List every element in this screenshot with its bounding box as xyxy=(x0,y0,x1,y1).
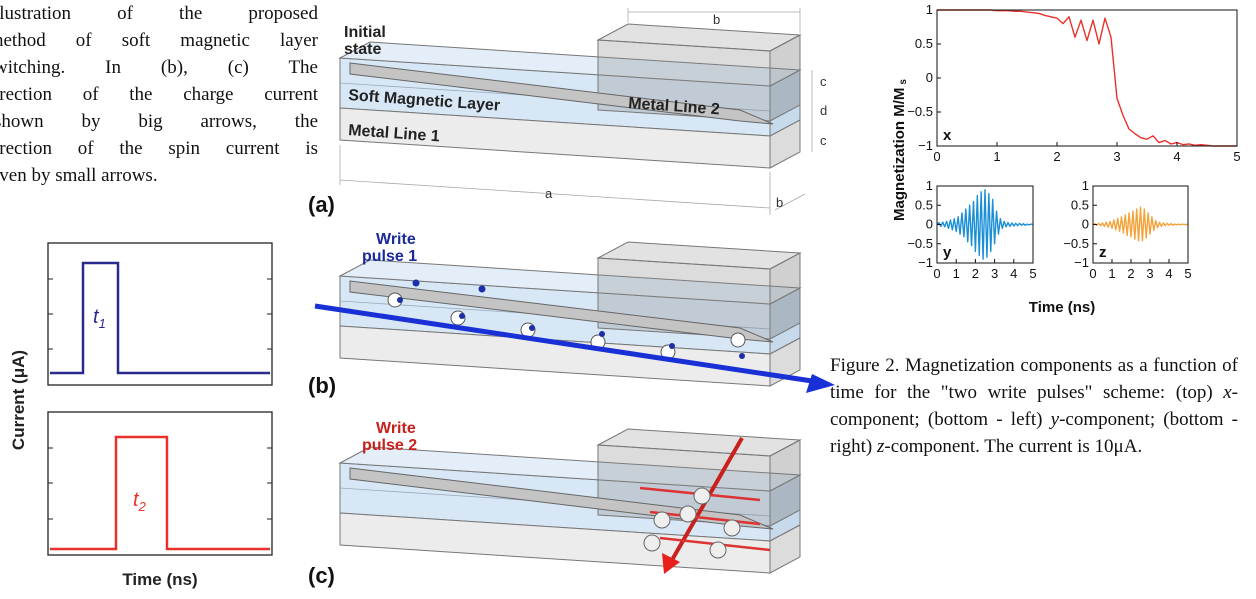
figure-caption: Figure 2. Magnetization components as a … xyxy=(830,352,1238,460)
layer-label: Initial xyxy=(344,24,386,41)
panel-label: (b) xyxy=(308,373,336,398)
x-tick-label: 3 xyxy=(1113,149,1120,164)
data-line xyxy=(937,190,1033,259)
text-line: llustration of the proposed xyxy=(0,0,318,27)
x-tick-label: 2 xyxy=(972,266,979,281)
pulse-label: t1 xyxy=(93,306,106,331)
y-tick-label: 0 xyxy=(926,217,933,232)
y-axis-label-sub: s xyxy=(898,79,909,85)
dimension-label: d xyxy=(820,103,827,118)
x-axis-label: Time (ns) xyxy=(1029,299,1095,316)
pulse-label: Write xyxy=(376,420,416,437)
x-tick-label: 4 xyxy=(1165,266,1172,281)
caption-part: y xyxy=(1051,409,1059,430)
pulse-2 xyxy=(50,437,270,549)
text-line: irection of the charge current xyxy=(0,81,318,108)
data-line xyxy=(937,10,1237,146)
pulse-1 xyxy=(50,263,270,373)
caption-part: Figure 2. Magnetization components as a … xyxy=(830,355,1238,403)
x-tick-label: 0 xyxy=(933,149,940,164)
pulse-label-sub: 1 xyxy=(99,316,106,331)
caption-part: x xyxy=(1223,382,1231,403)
data-line xyxy=(1093,207,1188,240)
frame-ticks xyxy=(48,279,272,519)
x-tick-label: 0 xyxy=(1089,266,1096,281)
y-tick-label: 1 xyxy=(926,2,933,17)
y-tick-label: −0.5 xyxy=(1063,236,1089,251)
x-tick-label: 1 xyxy=(1108,266,1115,281)
dimension-label: c xyxy=(820,74,827,89)
x-tick-label: 3 xyxy=(1146,266,1153,281)
y-tick-label: −1 xyxy=(1074,255,1089,270)
x-axis-label: Time (ns) xyxy=(122,570,197,589)
caption-part: -component. The current is 10μA. xyxy=(884,436,1142,457)
y-tick-label: 0 xyxy=(1082,217,1089,232)
y-tick-label: 1 xyxy=(926,178,933,193)
panel-label: x xyxy=(943,127,952,144)
y-tick-label: −0.5 xyxy=(907,236,933,251)
x-tick-label: 5 xyxy=(1184,266,1191,281)
y-axis-label-text: Magnetization M/M xyxy=(891,88,908,221)
y-tick-label: 0 xyxy=(926,70,933,85)
pulse-label: t2 xyxy=(133,489,147,514)
y-tick-label: −1 xyxy=(918,255,933,270)
y-axis-label: Magnetization M/M s xyxy=(891,79,909,221)
panel-label: y xyxy=(943,244,952,261)
x-tick-label: 3 xyxy=(991,266,998,281)
layer-label: state xyxy=(344,41,381,58)
dimension-label: a xyxy=(545,186,553,201)
plot-frame xyxy=(937,10,1237,146)
y-axis-label: Current (μA) xyxy=(9,350,28,450)
page: t1 t2 Current (μA) Time (ns) b c d c a b… xyxy=(0,0,1256,599)
y-tick-label: 0.5 xyxy=(1071,197,1089,212)
panel-label: (a) xyxy=(308,192,335,217)
panel-label: z xyxy=(1099,244,1107,261)
x-tick-label: 2 xyxy=(1053,149,1060,164)
pulse-frame xyxy=(48,243,272,385)
y-tick-label: 1 xyxy=(1082,178,1089,193)
x-tick-label: 4 xyxy=(1173,149,1180,164)
y-tick-label: 0.5 xyxy=(915,197,933,212)
x-tick-label: 2 xyxy=(1127,266,1134,281)
text-line: nethod of soft magnetic layer xyxy=(0,27,318,54)
pulse-label: Write xyxy=(376,231,416,248)
dimension-label: b xyxy=(713,12,720,27)
x-tick-label: 4 xyxy=(1010,266,1017,281)
pulse-label: pulse 1 xyxy=(362,248,417,265)
text-line: witching. In (b), (c) The xyxy=(0,54,318,81)
panel-label: (c) xyxy=(308,563,335,588)
x-tick-label: 1 xyxy=(993,149,1000,164)
pulse-frame xyxy=(48,412,272,555)
text-line: shown by big arrows, the xyxy=(0,108,318,135)
x-tick-label: 5 xyxy=(1029,266,1036,281)
y-tick-label: −1 xyxy=(918,138,933,153)
text-line: iven by small arrows. xyxy=(0,162,318,189)
text-line: irection of the spin current is xyxy=(0,135,318,162)
x-tick-label: 5 xyxy=(1233,149,1240,164)
pulse-label: pulse 2 xyxy=(362,437,417,454)
dimension-label: c xyxy=(820,133,827,148)
y-tick-label: 0.5 xyxy=(915,36,933,51)
x-tick-label: 1 xyxy=(953,266,960,281)
y-tick-label: −0.5 xyxy=(907,104,933,119)
dimension-label: b xyxy=(776,195,783,210)
x-tick-label: 0 xyxy=(933,266,940,281)
pulse-label-sub: 2 xyxy=(138,499,147,514)
